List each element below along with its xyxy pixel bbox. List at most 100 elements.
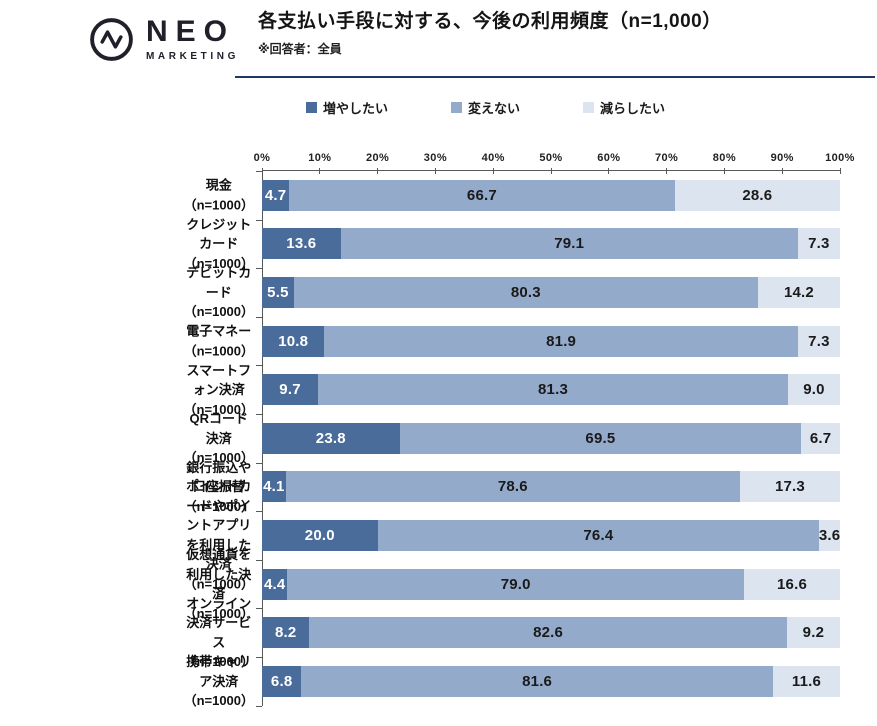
bar-segment-keep: 79.1 — [340, 228, 798, 260]
x-axis-tick-label: 60% — [597, 152, 621, 164]
stacked-bar: 20.0 76.4 3.6 — [262, 519, 841, 551]
legend-swatch-icon — [583, 102, 595, 113]
x-axis-tick-label: 20% — [365, 152, 390, 164]
category-label: QRコード決済（n=1000） — [183, 411, 255, 466]
value-label: 10.8 — [278, 332, 309, 350]
bar-segment-decrease: 9.2 — [786, 617, 840, 649]
value-label: 66.7 — [466, 186, 497, 204]
value-label: 4.1 — [263, 478, 285, 496]
value-label: 6.7 — [809, 429, 832, 447]
chart-rows: 現金（n=1000） 4.7 66.7 28.6 クレジットカード（n=1000） 13.… — [184, 171, 841, 708]
value-label: 28.6 — [742, 186, 773, 204]
bar-segment-decrease: 7.3 — [797, 325, 840, 357]
category-label: スマートフォン決済（n=1000） — [183, 362, 254, 417]
respondent-note: ※回答者：全員 — [258, 41, 342, 56]
category-label: ポイントカードやポイントアプリを利用した 決済（n=1000） — [183, 478, 255, 592]
bar-segment-decrease: 3.6 — [818, 519, 841, 551]
y-axis-tick — [256, 171, 262, 172]
x-axis-tick-label: 10% — [308, 152, 332, 164]
value-label: 81.9 — [546, 332, 577, 350]
bar-segment-increase: 5.5 — [262, 276, 294, 308]
value-label: 23.8 — [315, 429, 346, 447]
bar-row-9: オンライン決済サービス（n=1000） 8.2 82.6 9.2 — [184, 596, 840, 669]
value-label: 5.5 — [267, 283, 289, 301]
value-label: 9.7 — [279, 381, 301, 399]
bar-row-1: クレジットカード（n=1000） 13.6 79.1 7.3 — [184, 217, 840, 271]
chart-legend: 増やしたい 変えない 減らしたい — [306, 98, 665, 117]
bar-segment-keep: 80.3 — [293, 276, 758, 308]
legend-label: 減らしたい — [600, 101, 666, 116]
value-label: 80.3 — [510, 283, 541, 301]
bar-segment-keep: 81.6 — [301, 665, 773, 697]
y-axis-tick — [256, 365, 262, 367]
x-axis-tick — [608, 168, 610, 174]
bar-row-3: 電子マネー（n=1000） 10.8 81.9 7.3 — [184, 317, 840, 366]
logo-brand-text: NEO — [146, 15, 236, 48]
value-label: 78.6 — [497, 478, 528, 496]
x-axis-tick — [434, 168, 436, 174]
category-label: 仮想通貨を利用した決済（n=1000） — [183, 547, 255, 621]
bar-segment-increase: 20.0 — [262, 519, 378, 551]
legend-item-1: 変えない — [451, 98, 520, 117]
bar-segment-keep: 69.5 — [399, 422, 802, 454]
bar-row-6: 銀行振込や口座振替（n=1000） 4.1 78.6 17.3 — [184, 460, 840, 514]
x-axis-tick — [319, 168, 321, 174]
legend-swatch-icon — [451, 102, 463, 113]
header-divider — [235, 76, 875, 78]
bar-segment-keep: 76.4 — [377, 519, 820, 551]
bar-segment-increase: 4.7 — [262, 179, 290, 211]
value-label: 69.5 — [585, 429, 616, 447]
bar-row-7: ポイントカードやポイントアプリを利用した 決済（n=1000） 20.0 76.4 3… — [184, 479, 841, 592]
value-label: 17.3 — [774, 478, 805, 496]
value-label: 14.2 — [783, 283, 814, 301]
bar-segment-keep: 81.9 — [324, 325, 798, 357]
value-label: 81.6 — [522, 672, 553, 690]
y-axis-tick — [256, 268, 262, 270]
category-label: 銀行振込や口座振替（n=1000） — [183, 459, 255, 514]
value-label: 82.6 — [533, 624, 564, 642]
x-axis: 0% 10% 20% 30% 40% 50% 60% 70% 80% 90% 100% — [254, 148, 854, 174]
bar-segment-keep: 66.7 — [289, 179, 675, 211]
bar-row-10: 携帯キャリア決済（n=1000） 6.8 81.6 11.6 — [184, 654, 840, 708]
stacked-bar: 8.2 82.6 9.2 — [262, 617, 840, 649]
value-label: 9.0 — [803, 381, 825, 399]
value-label: 16.6 — [777, 575, 807, 593]
y-axis-tick — [256, 559, 262, 561]
bar-segment-keep: 82.6 — [309, 617, 787, 649]
category-label: 携帯キャリア決済（n=1000） — [183, 653, 255, 708]
value-label: 3.6 — [818, 526, 841, 544]
neo-marketing-logo: NEO MARKETING — [88, 16, 239, 63]
category-label: デビットカード（n=1000） — [183, 265, 255, 320]
pulse-circle-icon — [88, 16, 135, 63]
bar-segment-decrease: 16.6 — [744, 568, 840, 600]
value-label: 4.7 — [264, 186, 287, 204]
bar-segment-decrease: 11.6 — [772, 665, 840, 697]
x-axis-tick-label: 40% — [481, 152, 505, 164]
bar-segment-increase: 8.2 — [262, 617, 310, 649]
stacked-bar: 9.7 81.3 9.0 — [262, 374, 840, 406]
x-axis-tick-label: 0% — [253, 152, 271, 164]
y-axis-tick — [256, 462, 262, 464]
x-axis-tick — [492, 168, 494, 174]
value-label: 76.4 — [583, 526, 614, 544]
x-axis-tick — [839, 168, 841, 174]
x-axis-tick-label: 90% — [770, 152, 794, 164]
bar-segment-decrease: 28.6 — [674, 179, 840, 211]
stacked-bar: 23.8 69.5 6.7 — [262, 422, 840, 454]
value-label: 13.6 — [286, 235, 317, 253]
logo-sub-text: MARKETING — [146, 51, 239, 62]
stacked-bar: 13.6 79.1 7.3 — [262, 228, 840, 260]
stacked-bar: 10.8 81.9 7.3 — [262, 325, 840, 357]
legend-item-0: 増やしたい — [306, 98, 388, 117]
bar-row-0: 現金（n=1000） 4.7 66.7 28.6 — [184, 171, 840, 220]
y-axis-tick — [256, 657, 262, 658]
title-block: 各支払い手段に対する、今後の利用頻度（n=1,000） ※回答者：全員 — [258, 9, 722, 57]
logo-wordmark: NEO MARKETING — [146, 15, 239, 63]
bar-row-4: スマートフォン決済（n=1000） 9.7 81.3 9.0 — [184, 362, 840, 416]
x-axis-tick-label: 100% — [825, 152, 855, 164]
stacked-bar: 4.7 66.7 28.6 — [262, 179, 840, 211]
category-label: クレジットカード（n=1000） — [183, 216, 255, 271]
y-axis-tick — [256, 316, 262, 318]
legend-item-2: 減らしたい — [583, 98, 665, 117]
category-label: オンライン決済サービス（n=1000） — [183, 595, 255, 670]
